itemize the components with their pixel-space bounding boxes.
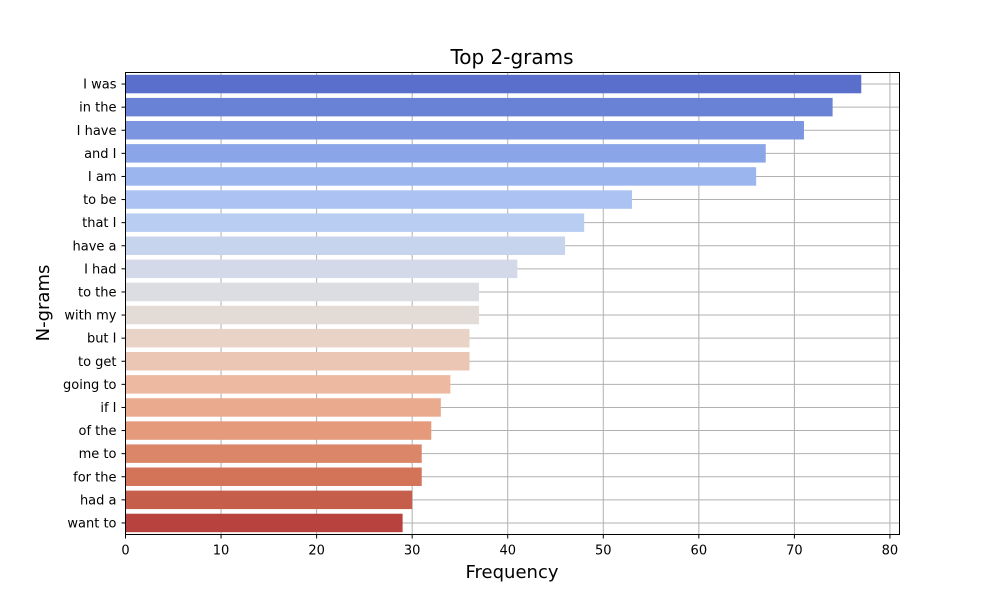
bars — [125, 74, 862, 533]
plot-frame — [125, 72, 900, 535]
y-tick-label: going to — [63, 378, 117, 393]
y-axis-label: N-grams — [33, 265, 54, 342]
y-tick-label: want to — [67, 516, 116, 531]
y-tick-label: that I — [82, 216, 116, 231]
y-tick-label: had a — [80, 493, 117, 508]
y-tick-label: in the — [79, 101, 116, 116]
y-tick-label: me to — [79, 447, 117, 462]
bar — [125, 236, 566, 255]
y-tick-label: have a — [73, 239, 117, 254]
chart-title: Top 2-grams — [449, 45, 573, 69]
x-tick-label: 0 — [121, 544, 129, 559]
bar — [125, 305, 480, 325]
bar — [125, 190, 632, 209]
bar — [125, 513, 403, 533]
y-tick-label: I had — [84, 262, 116, 277]
y-tick-label: with my — [64, 309, 116, 324]
bar — [125, 444, 422, 463]
bar — [125, 490, 413, 510]
bar — [125, 328, 470, 348]
bar — [125, 213, 585, 232]
y-tick-label: and I — [84, 147, 116, 162]
y-tick-label: for the — [73, 470, 116, 485]
bar — [125, 467, 422, 486]
bar — [125, 74, 862, 94]
x-axis-label: Frequency — [466, 562, 559, 583]
y-axis-ticks: I was in the I have and I I am to be that I hav… — [63, 78, 126, 531]
grid-lines — [125, 72, 900, 535]
x-tick-label: 20 — [308, 544, 325, 559]
x-tick-label: 40 — [499, 544, 516, 559]
x-tick-label: 30 — [404, 544, 421, 559]
bar — [125, 167, 757, 186]
y-tick-label: of the — [79, 424, 117, 439]
bar — [125, 375, 451, 394]
bar — [125, 259, 518, 279]
bar — [125, 398, 441, 417]
y-tick-label: to be — [83, 193, 116, 208]
x-tick-label: 60 — [691, 544, 708, 559]
x-axis-ticks: 0 10 20 30 40 50 60 70 80 — [121, 534, 899, 559]
x-tick-label: 50 — [595, 544, 612, 559]
y-tick-label: I am — [88, 170, 117, 185]
bar — [125, 121, 804, 140]
y-tick-label: but I — [87, 332, 117, 347]
bar — [125, 97, 833, 117]
bar — [125, 352, 470, 371]
bar — [125, 144, 766, 163]
x-tick-label: 10 — [213, 544, 230, 559]
y-tick-label: I was — [83, 78, 117, 93]
x-tick-label: 80 — [882, 544, 899, 559]
y-tick-label: to get — [78, 355, 117, 370]
bar — [125, 421, 432, 440]
y-tick-label: to the — [78, 285, 117, 300]
x-tick-label: 70 — [786, 544, 803, 559]
y-tick-label: if I — [100, 401, 116, 416]
y-tick-label: I have — [77, 124, 117, 139]
bar — [125, 282, 480, 302]
